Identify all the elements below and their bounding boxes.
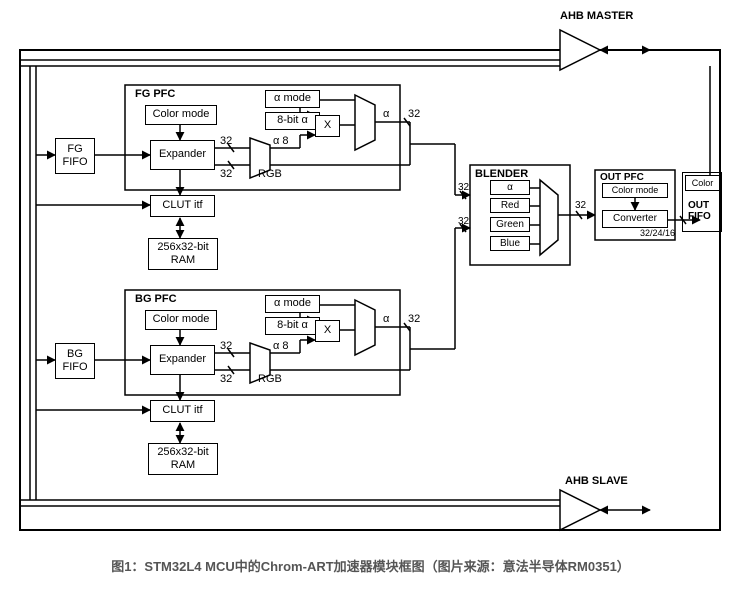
diagram-canvas: AHB MASTER AHB SLAVE FG FIFO BG FIFO FG … xyxy=(0,0,741,593)
fg-x-mult: X xyxy=(315,115,340,137)
bg-pfc-title: BG PFC xyxy=(135,293,177,305)
bg-ram: 256x32-bit RAM xyxy=(148,443,218,475)
fg-out32: 32 xyxy=(408,108,420,120)
bg-expander: Expander xyxy=(150,345,215,375)
fg-pfc-title: FG PFC xyxy=(135,88,175,100)
blender-alpha: α xyxy=(490,180,530,195)
bg-alpha8: α 8 xyxy=(273,340,289,352)
diagram-wires xyxy=(0,0,741,593)
blender-in-32a: 32 xyxy=(458,182,469,193)
blender-title: BLENDER xyxy=(475,168,528,180)
bg-x-mult: X xyxy=(315,320,340,342)
blender-red: Red xyxy=(490,198,530,213)
bg-alpha-out: α xyxy=(383,313,389,325)
fg-bus32-bot: 32 xyxy=(220,168,232,180)
fg-color-mode: Color mode xyxy=(145,105,217,125)
fg-clut-itf: CLUT itf xyxy=(150,195,215,217)
out-fifo-frame xyxy=(682,172,722,232)
fg-alpha-mode: α mode xyxy=(265,90,320,108)
bg-color-mode: Color mode xyxy=(145,310,217,330)
bg-8bit-alpha: 8-bit α xyxy=(265,317,320,335)
out-converter: Converter xyxy=(602,210,668,228)
bg-rgb: RGB xyxy=(258,373,282,385)
bg-alpha-mode: α mode xyxy=(265,295,320,313)
fg-fifo-box: FG FIFO xyxy=(55,138,95,174)
ahb-master-label: AHB MASTER xyxy=(560,10,633,22)
fg-ram: 256x32-bit RAM xyxy=(148,238,218,270)
bg-bus32-top: 32 xyxy=(220,340,232,352)
fg-alpha8: α 8 xyxy=(273,135,289,147)
blender-blue: Blue xyxy=(490,236,530,251)
out-color-mode: Color mode xyxy=(602,183,668,198)
blender-in-32b: 32 xyxy=(458,216,469,227)
fg-8bit-alpha: 8-bit α xyxy=(265,112,320,130)
fg-alpha-out: α xyxy=(383,108,389,120)
blender-green: Green xyxy=(490,217,530,232)
ahb-slave-label: AHB SLAVE xyxy=(565,475,628,487)
fg-bus32-top: 32 xyxy=(220,135,232,147)
bg-bus32-bot: 32 xyxy=(220,373,232,385)
out-pfc-title: OUT PFC xyxy=(600,172,644,183)
fg-expander: Expander xyxy=(150,140,215,170)
out-bus-32-24-16: 32/24/16 xyxy=(640,228,675,238)
bg-fifo-box: BG FIFO xyxy=(55,343,95,379)
blender-out-32: 32 xyxy=(575,200,586,211)
fg-rgb: RGB xyxy=(258,168,282,180)
bg-out32: 32 xyxy=(408,313,420,325)
bg-clut-itf: CLUT itf xyxy=(150,400,215,422)
figure-caption: 图1：STM32L4 MCU中的Chrom-ART加速器模块框图（图片来源：意法… xyxy=(0,556,741,575)
